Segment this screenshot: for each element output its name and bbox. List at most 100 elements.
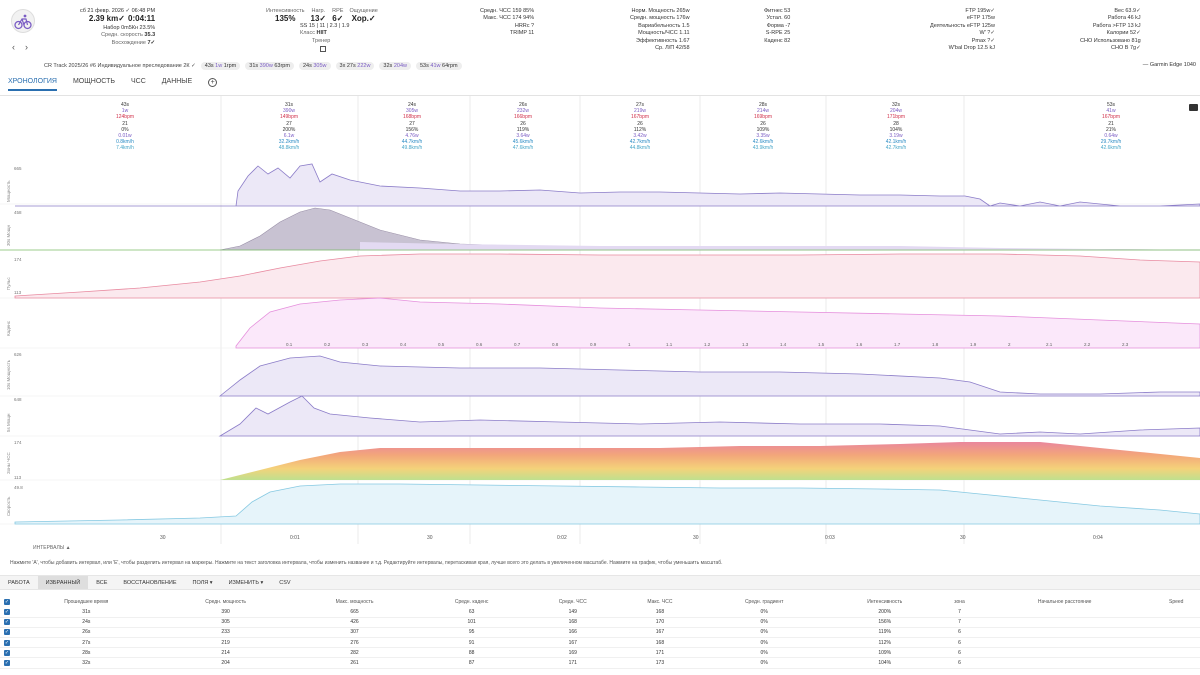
- interval-pw: 232w: [517, 108, 529, 115]
- btn-fields[interactable]: ПОЛЯ ▾: [192, 579, 213, 586]
- interval-cell-2[interactable]: 31s 390w 149bpm 27 200% 6.1w 32.2km/h 48.8km/h: [254, 102, 324, 152]
- interval-pw: 219w: [634, 108, 646, 115]
- tab-data[interactable]: ДАННЫЕ: [161, 78, 193, 85]
- row-checkbox[interactable]: ✓: [0, 647, 14, 659]
- interval-dur: 24s: [407, 102, 417, 108]
- prev-activity-icon[interactable]: ‹: [12, 42, 15, 52]
- form: Форма -7: [766, 22, 791, 29]
- btn-recovery[interactable]: ВОССТАНОВЛЕНИЕ: [123, 579, 177, 586]
- interval-pill[interactable]: 43s 1w 1rpm: [200, 62, 241, 70]
- interval-pill[interactable]: 32s 204w: [379, 62, 411, 70]
- table-row[interactable]: ✓ 27s 219 276 91 167 168 0% 112% 6: [0, 637, 1200, 649]
- intensity-label: Интенсивность: [266, 8, 305, 14]
- interval-pw: 204w: [890, 108, 902, 115]
- table-cell: [1152, 607, 1200, 618]
- app-logo-icon[interactable]: [11, 9, 35, 33]
- interval-cell-6[interactable]: 28s 214w 169bpm 26 109% 3.35w 42.6km/h 43.9km/h: [728, 102, 798, 152]
- row-checkbox[interactable]: ✓: [0, 637, 14, 649]
- row-checkbox[interactable]: ✓: [0, 617, 14, 628]
- norm-power: Норм. Мощность 265w: [631, 8, 690, 14]
- fatigue: Устал. 60: [766, 15, 791, 22]
- column-header[interactable]: Прошедшее время: [64, 599, 109, 605]
- btn-csv[interactable]: CSV: [279, 579, 291, 586]
- row-checkbox[interactable]: ✓: [0, 607, 14, 618]
- cho-in[interactable]: CHO В 7g✓: [1111, 45, 1141, 52]
- interval-pill[interactable]: 3x 27s 222w: [335, 62, 375, 70]
- table-row[interactable]: ✓ 32s 204 261 87 171 173 0% 104% 6: [0, 657, 1200, 669]
- btn-all[interactable]: ВСЕ: [96, 579, 108, 586]
- tab-hr[interactable]: ЧСС: [131, 78, 146, 85]
- interval-cell-7[interactable]: 32s 204w 171bpm 28 104% 3.19w 42.1km/h 42.7km/h: [861, 102, 931, 152]
- activity-eftp: Деятельность eFTP 125w: [930, 22, 995, 29]
- column-header[interactable]: Макс. ЧСС: [647, 599, 673, 605]
- interval-pill[interactable]: 24s 305w: [298, 62, 331, 70]
- table-cell: 167: [526, 637, 619, 649]
- add-tab-icon[interactable]: +: [208, 78, 218, 87]
- btn-edit[interactable]: ИЗМЕНИТЬ ▾: [228, 579, 264, 586]
- interval-pill[interactable]: 53s 41w 64rpm: [415, 62, 462, 70]
- interval-dur: 53s: [1106, 102, 1116, 108]
- work-above-ftp: Работа >FTP 13 kJ: [1092, 22, 1141, 29]
- class-value[interactable]: HIIT: [316, 30, 327, 37]
- column-header[interactable]: Средн. каденс: [454, 599, 489, 605]
- btn-selected[interactable]: ИЗБРАННЫЙ: [37, 576, 89, 589]
- rpe-value[interactable]: 6✓: [332, 14, 344, 24]
- intervals-toggle[interactable]: ИНТЕРВАЛЫ ▲: [33, 545, 71, 551]
- workout-title[interactable]: CR Track 2025/26 #6 Индивидуальное пресл…: [44, 63, 196, 69]
- work: Работа 46 kJ: [1107, 15, 1141, 22]
- table-cell: 95: [416, 627, 527, 639]
- column-header[interactable]: Интенсивность: [867, 599, 903, 605]
- timeline-charts[interactable]: [0, 96, 1200, 546]
- interval-pill[interactable]: 31s 390w 63rpm: [245, 62, 294, 70]
- table-cell: 24s: [14, 617, 159, 628]
- activity-date[interactable]: сб 21 февр. 2026 ✓ 06:48 PM: [80, 8, 156, 14]
- table-cell: 149: [526, 607, 619, 618]
- load-value[interactable]: 13✓: [310, 14, 327, 24]
- activity-distance[interactable]: 2.39 km✓: [88, 14, 125, 24]
- weight[interactable]: Вес 63.9✓: [1114, 8, 1141, 14]
- chart-tabs: ХРОНОЛОГИЯ МОЩНОСТЬ ЧСС ДАННЫЕ +: [8, 78, 218, 91]
- distance-tick: 1.8: [932, 342, 939, 347]
- interval-a: 4.76w: [405, 133, 419, 140]
- table-cell: [976, 617, 1153, 628]
- comment-icon[interactable]: [1189, 104, 1198, 111]
- column-header[interactable]: Макс. мощность: [335, 599, 374, 605]
- column-header[interactable]: зона: [954, 599, 965, 605]
- tab-timeline[interactable]: ХРОНОЛОГИЯ: [8, 78, 57, 91]
- feel-value[interactable]: Хор.✓: [351, 14, 376, 24]
- pill-time: 43s: [204, 63, 214, 69]
- interval-cell-4[interactable]: 26s 232w 166bpm 26 119% 3.64w 45.6km/h 47.6km/h: [488, 102, 558, 152]
- device-name: — Garmin Edge 1040: [1142, 62, 1196, 68]
- ftp[interactable]: FTP 195w✓: [965, 8, 995, 14]
- interval-cell-3[interactable]: 24s 305w 168bpm 27 156% 4.76w 44.7km/h 49.8km/h: [377, 102, 447, 152]
- interval-n: 21: [1108, 120, 1114, 127]
- column-header[interactable]: Speed: [1169, 599, 1184, 605]
- table-row[interactable]: ✓ 24s 305 426 101 168 170 0% 156% 7: [0, 617, 1200, 628]
- load-label: Нагр.: [311, 8, 326, 14]
- interval-cell-8[interactable]: 53s 41w 167bpm 21 21% 0.64w 29.7km/h 42.6km/h: [1076, 102, 1146, 152]
- table-row[interactable]: ✓ 28s 214 282 88 169 171 0% 109% 6: [0, 647, 1200, 659]
- btn-work[interactable]: РАБОТА: [8, 579, 30, 586]
- select-all-checkbox[interactable]: ✓: [0, 597, 14, 607]
- column-header[interactable]: Средн. ЧСС: [558, 599, 587, 605]
- w-prime[interactable]: W' ?✓: [979, 30, 995, 37]
- interval-cell-1[interactable]: 43s 1w 124bpm 21 0% 0.01w 0.8km/h 7.4km/h: [90, 102, 160, 152]
- recovery-value[interactable]: 7✓: [147, 39, 156, 46]
- tab-power[interactable]: МОЩНОСТЬ: [72, 78, 115, 85]
- power-axis-label: Мощность: [6, 180, 11, 202]
- next-activity-icon[interactable]: ›: [25, 42, 28, 52]
- pill-time: 24s: [302, 63, 312, 69]
- interval-cell-5[interactable]: 27s 219w 167bpm 26 112% 3.42w 42.7km/h 44.8km/h: [605, 102, 675, 152]
- column-header[interactable]: Начальное расстояние: [1037, 599, 1092, 605]
- row-checkbox[interactable]: ✓: [0, 627, 14, 639]
- activity-duration: 0:04:11: [128, 14, 156, 24]
- column-header[interactable]: Средн. градиент: [744, 599, 784, 605]
- table-cell: 28s: [14, 647, 159, 659]
- table-row[interactable]: ✓ 26s 233 307 95 166 167 0% 119% 6: [0, 627, 1200, 639]
- pmax[interactable]: Pmax ?✓: [971, 37, 995, 44]
- table-row[interactable]: ✓ 31s 390 665 63 149 168 0% 200% 7: [0, 607, 1200, 618]
- column-header[interactable]: Средн. мощность: [205, 599, 246, 605]
- calories[interactable]: Калории 52✓: [1106, 30, 1141, 37]
- row-checkbox[interactable]: ✓: [0, 657, 14, 669]
- trainer-checkbox[interactable]: [320, 46, 326, 53]
